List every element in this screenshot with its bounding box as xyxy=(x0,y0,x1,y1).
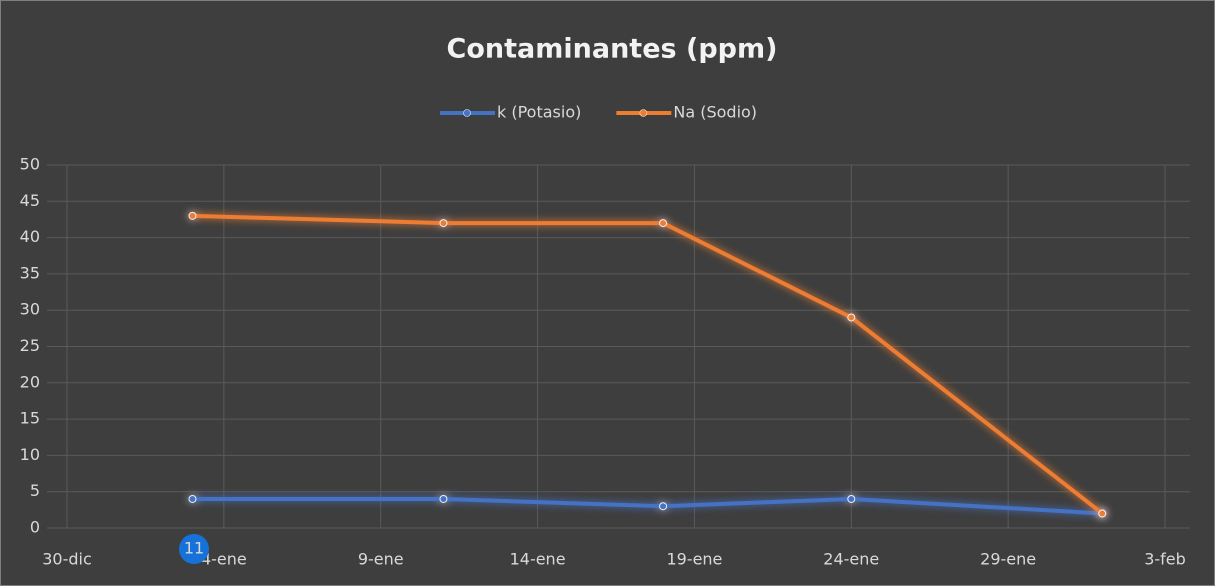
point xyxy=(439,219,448,228)
x-tick-label: 29-ene xyxy=(980,550,1036,569)
x-tick-label: 3-feb xyxy=(1144,550,1186,569)
badge-label: 11 xyxy=(184,539,204,558)
point xyxy=(188,494,197,503)
series xyxy=(188,211,1107,518)
point xyxy=(439,494,448,503)
y-tick-label: 0 xyxy=(30,518,40,537)
point xyxy=(659,502,668,511)
y-tick-label: 15 xyxy=(20,409,40,428)
point xyxy=(659,219,668,228)
legend-label: Na (Sodio) xyxy=(673,103,757,122)
y-tick-label: 20 xyxy=(20,372,40,391)
y-tick-label: 40 xyxy=(20,227,40,246)
y-tick-label: 10 xyxy=(20,445,40,464)
point xyxy=(1098,509,1107,518)
x-tick-label: 4-ene xyxy=(201,550,247,569)
y-tick-label: 5 xyxy=(30,481,40,500)
x-tick-label: 19-ene xyxy=(666,550,722,569)
legend-marker xyxy=(463,109,471,117)
badge xyxy=(179,534,209,564)
y-tick-label: 35 xyxy=(20,263,40,282)
x-tick-label: 30-dic xyxy=(42,550,92,569)
x-tick-label: 14-ene xyxy=(510,550,566,569)
chart-title: Contaminantes (ppm) xyxy=(447,34,778,65)
y-tick-label: 25 xyxy=(20,336,40,355)
y-tick-label: 50 xyxy=(20,155,40,174)
legend-marker xyxy=(639,109,648,117)
x-tick-label: 24-ene xyxy=(823,550,879,569)
y-tick-label: 30 xyxy=(20,300,40,319)
point xyxy=(847,494,856,503)
point xyxy=(188,211,197,220)
point xyxy=(847,313,856,322)
y-tick-label: 45 xyxy=(20,191,40,210)
x-tick-label: 9-ene xyxy=(358,550,404,569)
legend-label: k (Potasio) xyxy=(497,103,581,122)
